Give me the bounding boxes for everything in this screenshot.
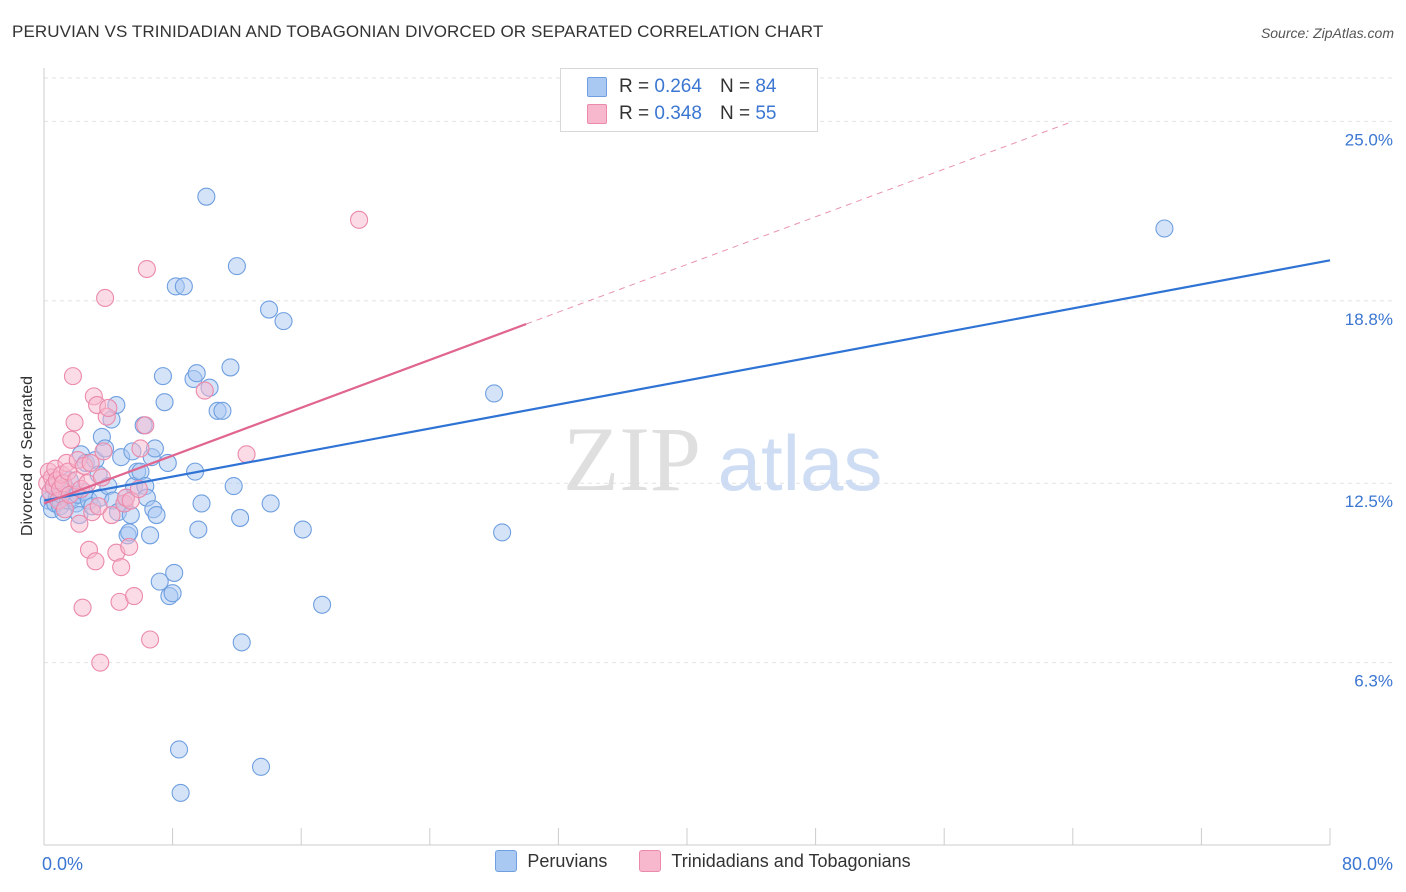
peruvian-point <box>197 187 216 206</box>
trinidadian-point <box>81 453 100 472</box>
stats-legend: R = 0.264 N = 84 R = 0.348 N = 55 <box>560 68 818 132</box>
peruvian-point <box>155 393 174 412</box>
peruvian-point <box>187 364 206 383</box>
trinidadian-point <box>195 381 214 400</box>
r-value: 0.348 <box>654 103 702 124</box>
n-label: N = <box>719 103 751 124</box>
peruvian-point <box>485 384 504 403</box>
peruvian-point <box>259 300 279 319</box>
trinidadian-point <box>89 497 108 516</box>
trinidadian-point <box>120 537 139 556</box>
r-label: R = <box>619 103 650 124</box>
n-value: 55 <box>755 103 777 124</box>
trinidadian-point <box>350 210 369 229</box>
peruvian-point <box>213 401 232 420</box>
peruvian-point <box>192 494 211 513</box>
trinidadians-legend-swatch <box>639 850 662 872</box>
y-tick-label: 6.3% <box>1354 672 1393 691</box>
x-tick-label: 80.0% <box>1342 854 1393 874</box>
peruvians-swatch <box>587 77 607 97</box>
r-value: 0.264 <box>654 76 702 97</box>
trinidadian-point <box>112 558 131 577</box>
trinidadian-point <box>62 430 81 449</box>
trinidadian-point <box>86 552 105 571</box>
watermark-zip: ZIP <box>563 408 701 510</box>
peruvian-point <box>221 358 240 377</box>
peruvian-point <box>227 257 246 276</box>
peruvian-point <box>163 584 182 603</box>
trend-lines <box>43 120 1331 505</box>
peruvian-point <box>147 505 166 525</box>
peruvian-point <box>165 563 184 582</box>
trinidadians-trend-extension <box>526 120 1073 325</box>
peruvian-point <box>171 783 190 802</box>
r-label: R = <box>619 76 650 97</box>
trinidadian-point <box>70 514 89 533</box>
peruvian-point <box>174 277 193 296</box>
n-value: 84 <box>755 76 777 97</box>
trinidadian-point <box>124 587 144 606</box>
trinidadian-point <box>141 630 160 649</box>
legend-label-peruvians: Peruvians <box>527 850 608 871</box>
trinidadian-point <box>131 439 150 458</box>
peruvian-point <box>293 520 312 539</box>
series-legend: Peruvians Trinidadians and Tobagonians <box>0 850 1406 872</box>
trinidadian-point <box>136 416 155 435</box>
stats-row-peruvians: R = 0.264 N = 84 <box>587 75 776 99</box>
trinidadian-point <box>96 288 115 308</box>
peruvian-point <box>261 494 280 513</box>
stats-row-trinidadians: R = 0.348 N = 55 <box>587 102 776 126</box>
y-tick-label: 18.8% <box>1345 310 1393 329</box>
n-label: N = <box>719 76 751 97</box>
trinidadian-point <box>94 442 113 461</box>
legend-label-trinidadians: Trinidadians and Tobagonians <box>671 850 911 871</box>
peruvian-point <box>274 312 293 331</box>
watermark: ZIP atlas <box>563 408 882 510</box>
trinidadian-point <box>63 367 82 386</box>
y-tick-label: 12.5% <box>1345 492 1393 511</box>
trinidadian-point <box>237 445 256 464</box>
peruvian-point <box>224 477 243 496</box>
peruvian-point <box>313 595 332 614</box>
trinidadian-point <box>102 505 121 525</box>
peruvian-point <box>169 740 189 759</box>
peruvian-point <box>251 757 271 776</box>
peruvians-trend-line <box>43 259 1331 502</box>
peruvian-point <box>1155 219 1174 238</box>
chart-title: PERUVIAN VS TRINIDADIAN AND TOBAGONIAN D… <box>12 22 824 41</box>
tick-labels: 6.3% 12.5% 18.8% 25.0% 0.0% 80.0% <box>42 130 1393 874</box>
peruvian-point <box>153 367 173 386</box>
trinidadian-point <box>99 398 118 418</box>
axes <box>43 68 1331 846</box>
y-tick-label: 25.0% <box>1345 130 1393 149</box>
trinidadian-point <box>65 413 84 432</box>
trinidadian-point <box>73 598 92 617</box>
watermark-atlas: atlas <box>718 419 883 507</box>
trinidadians-swatch <box>587 104 607 124</box>
peruvians-legend-swatch <box>495 850 518 872</box>
x-tick-label: 0.0% <box>42 854 83 874</box>
peruvian-point <box>231 508 250 527</box>
peruvian-point <box>189 520 208 539</box>
peruvian-point <box>232 633 251 652</box>
trinidadians-trend-line <box>43 322 527 505</box>
legend-item-trinidadians[interactable]: Trinidadians and Tobagonians <box>639 850 911 872</box>
peruvian-point <box>493 523 512 542</box>
source-credit: Source: ZipAtlas.com <box>1260 25 1394 41</box>
data-points <box>38 187 1174 802</box>
trinidadian-point <box>92 468 111 487</box>
trinidadian-point <box>91 653 110 672</box>
peruvian-point <box>141 526 160 545</box>
trinidadian-point <box>137 259 156 279</box>
legend-item-peruvians[interactable]: Peruvians <box>495 850 607 872</box>
grid-lines <box>44 77 1395 664</box>
peruvian-point <box>150 572 169 591</box>
